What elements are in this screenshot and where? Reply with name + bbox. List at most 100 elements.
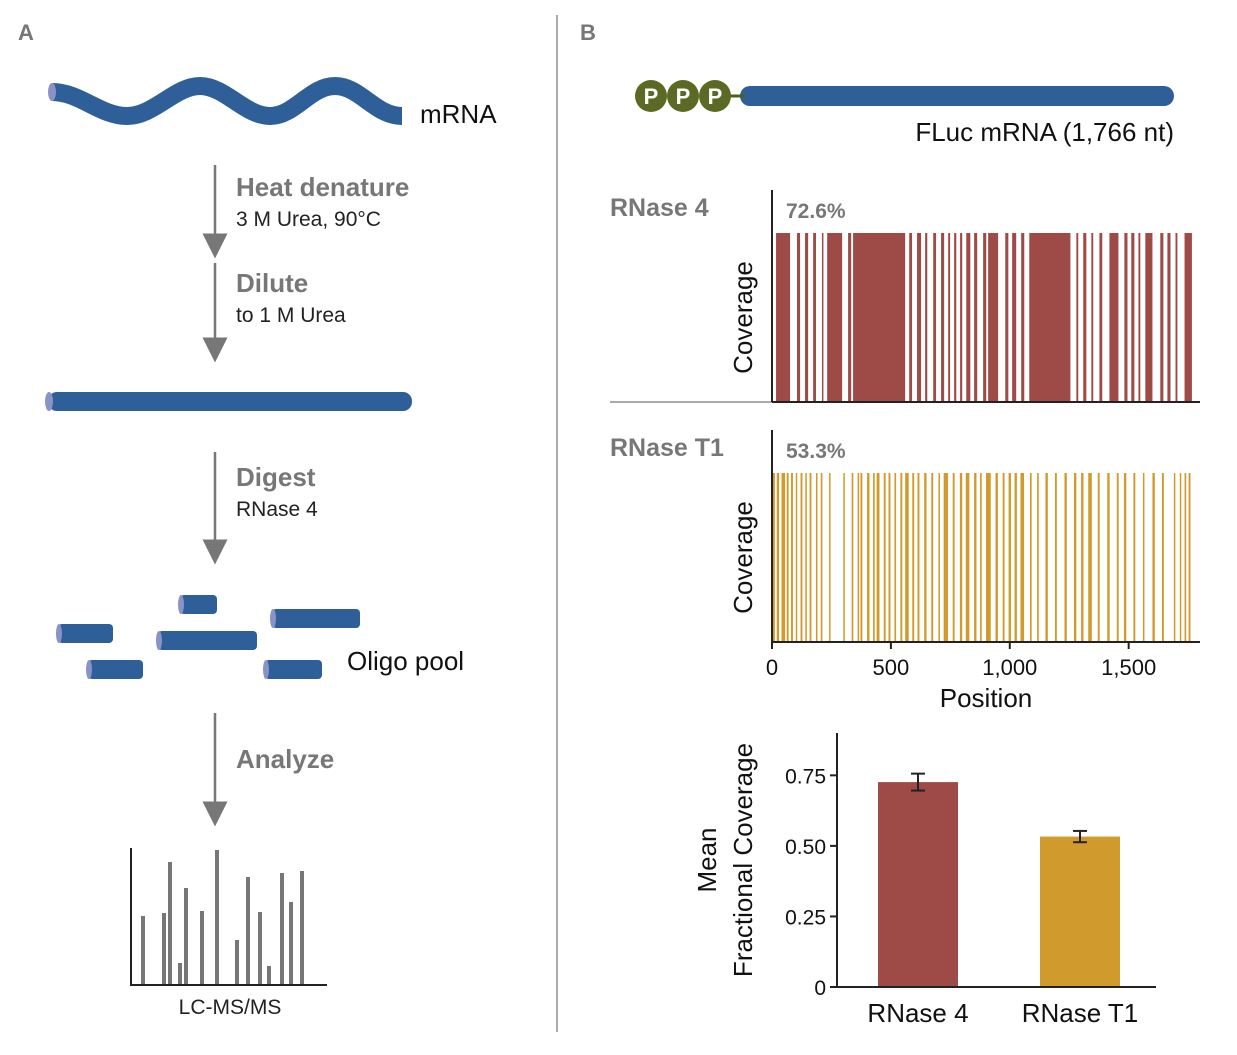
annotation: 53.3% bbox=[786, 440, 846, 463]
coverage-segment bbox=[781, 473, 786, 642]
y-axis-label: Coverage bbox=[728, 261, 758, 374]
coverage-segment bbox=[974, 473, 977, 642]
coverage-segment bbox=[925, 233, 928, 402]
coverage-segment bbox=[1045, 473, 1048, 642]
coverage-segment bbox=[1021, 233, 1025, 402]
step-title: Heat denature bbox=[236, 172, 409, 202]
coverage-segment bbox=[1083, 233, 1087, 402]
coverage-segment bbox=[1138, 233, 1141, 402]
mrna-label: mRNA bbox=[420, 99, 497, 129]
construct-label: FLuc mRNA (1,766 nt) bbox=[915, 117, 1174, 147]
annotation: 72.6% bbox=[786, 200, 846, 223]
y-axis-label: Fractional Coverage bbox=[728, 743, 758, 977]
coverage-segment bbox=[876, 473, 880, 642]
coverage-segment bbox=[1184, 473, 1187, 642]
coverage-segment bbox=[857, 473, 860, 642]
coverage-segment bbox=[995, 473, 998, 642]
bar bbox=[1040, 836, 1120, 987]
oligos bbox=[58, 595, 360, 679]
step-title: Digest bbox=[236, 462, 316, 492]
y-axis-label: Mean bbox=[692, 827, 722, 892]
x-axis-label: Position bbox=[940, 683, 1033, 713]
x-tick-label: RNase 4 bbox=[867, 998, 968, 1028]
coverage-segment bbox=[795, 473, 798, 642]
coverage-segment bbox=[821, 233, 824, 402]
coverage-segment bbox=[848, 233, 852, 402]
coverage-segment bbox=[851, 473, 854, 642]
coverage-segment bbox=[1173, 473, 1176, 642]
step-title: Analyze bbox=[236, 744, 334, 774]
x-tick-label: RNase T1 bbox=[1022, 998, 1139, 1028]
coverage-segment bbox=[820, 473, 823, 642]
coverage-segment bbox=[1109, 233, 1119, 402]
coverage-segment bbox=[980, 473, 982, 642]
coverage-segment bbox=[1107, 473, 1110, 642]
coverage-segment bbox=[900, 473, 903, 642]
y-tick-label: 0.25 bbox=[785, 906, 826, 929]
chart-title: RNase 4 bbox=[610, 194, 709, 222]
caps: P P P bbox=[635, 80, 731, 112]
coverage-segment bbox=[791, 473, 793, 642]
coverage-segment bbox=[1008, 473, 1011, 642]
step-detail: RNase 4 bbox=[236, 498, 318, 521]
y-axis-label: Coverage bbox=[728, 501, 758, 614]
coverage-segment bbox=[843, 473, 845, 642]
coverage-segment bbox=[905, 473, 909, 642]
coverage-segment bbox=[917, 473, 920, 642]
coverage-segment bbox=[948, 233, 951, 402]
coverage-segment bbox=[1073, 473, 1077, 642]
pool-label: Oligo pool bbox=[347, 646, 464, 676]
spectrum bbox=[141, 850, 304, 985]
coverage-segment bbox=[894, 473, 897, 642]
coverage-segment bbox=[1152, 473, 1155, 642]
coverage-segment bbox=[1184, 233, 1192, 402]
coverage-segment bbox=[800, 473, 803, 642]
coverage-segment bbox=[1097, 473, 1100, 642]
coverage-segment bbox=[1005, 233, 1009, 402]
step-detail: 3 M Urea, 90°C bbox=[236, 208, 381, 231]
coverage-segment bbox=[909, 233, 913, 402]
coverage-segment bbox=[983, 233, 987, 402]
y-tick-label: 0.50 bbox=[785, 836, 826, 859]
linear-rna bbox=[48, 392, 412, 411]
spectrum-axes bbox=[130, 848, 327, 986]
spectrum-label: LC-MS/MS bbox=[179, 996, 282, 1019]
coverage-segment bbox=[965, 473, 970, 642]
y-tick-label: 0 bbox=[814, 977, 826, 1000]
coverage-segment bbox=[827, 233, 843, 402]
mrna-strand bbox=[51, 76, 403, 126]
coverage-segment bbox=[1179, 473, 1182, 642]
coverage-segment bbox=[796, 233, 801, 402]
x-tick-label: 500 bbox=[873, 655, 910, 680]
coverage-segment bbox=[912, 473, 915, 642]
coverage-segment bbox=[1123, 473, 1127, 642]
coverage-segment bbox=[954, 233, 957, 402]
coverage-segment bbox=[941, 233, 945, 402]
coverage-segment bbox=[1076, 233, 1079, 402]
coverage-segment bbox=[1142, 473, 1145, 642]
coverage-segment bbox=[776, 233, 791, 402]
cap-label: P bbox=[676, 84, 691, 109]
coverage-segment bbox=[1167, 233, 1171, 402]
coverage-segment bbox=[1029, 473, 1032, 642]
coverage-segment bbox=[809, 473, 812, 642]
coverage-segment bbox=[938, 473, 940, 642]
coverage-segment bbox=[1014, 473, 1017, 642]
coverage-segment bbox=[829, 473, 831, 642]
coverage-segment bbox=[960, 233, 963, 402]
coverage-segment bbox=[933, 233, 937, 402]
coverage-segment bbox=[959, 473, 963, 642]
fluc-rna bbox=[740, 86, 1174, 106]
coverage-segment bbox=[1037, 473, 1039, 642]
y-tick-label: 0.75 bbox=[785, 765, 826, 788]
coverage-segment bbox=[1002, 473, 1005, 642]
coverage-segment bbox=[988, 233, 999, 402]
oligo-ends bbox=[56, 595, 276, 679]
chart-title: RNase T1 bbox=[610, 434, 724, 462]
coverage-segment bbox=[1091, 233, 1094, 402]
coverage-segment bbox=[1064, 473, 1067, 642]
panel-label: A bbox=[18, 20, 34, 45]
coverage-segment bbox=[931, 473, 934, 642]
x-tick-label: 1,000 bbox=[982, 655, 1037, 680]
